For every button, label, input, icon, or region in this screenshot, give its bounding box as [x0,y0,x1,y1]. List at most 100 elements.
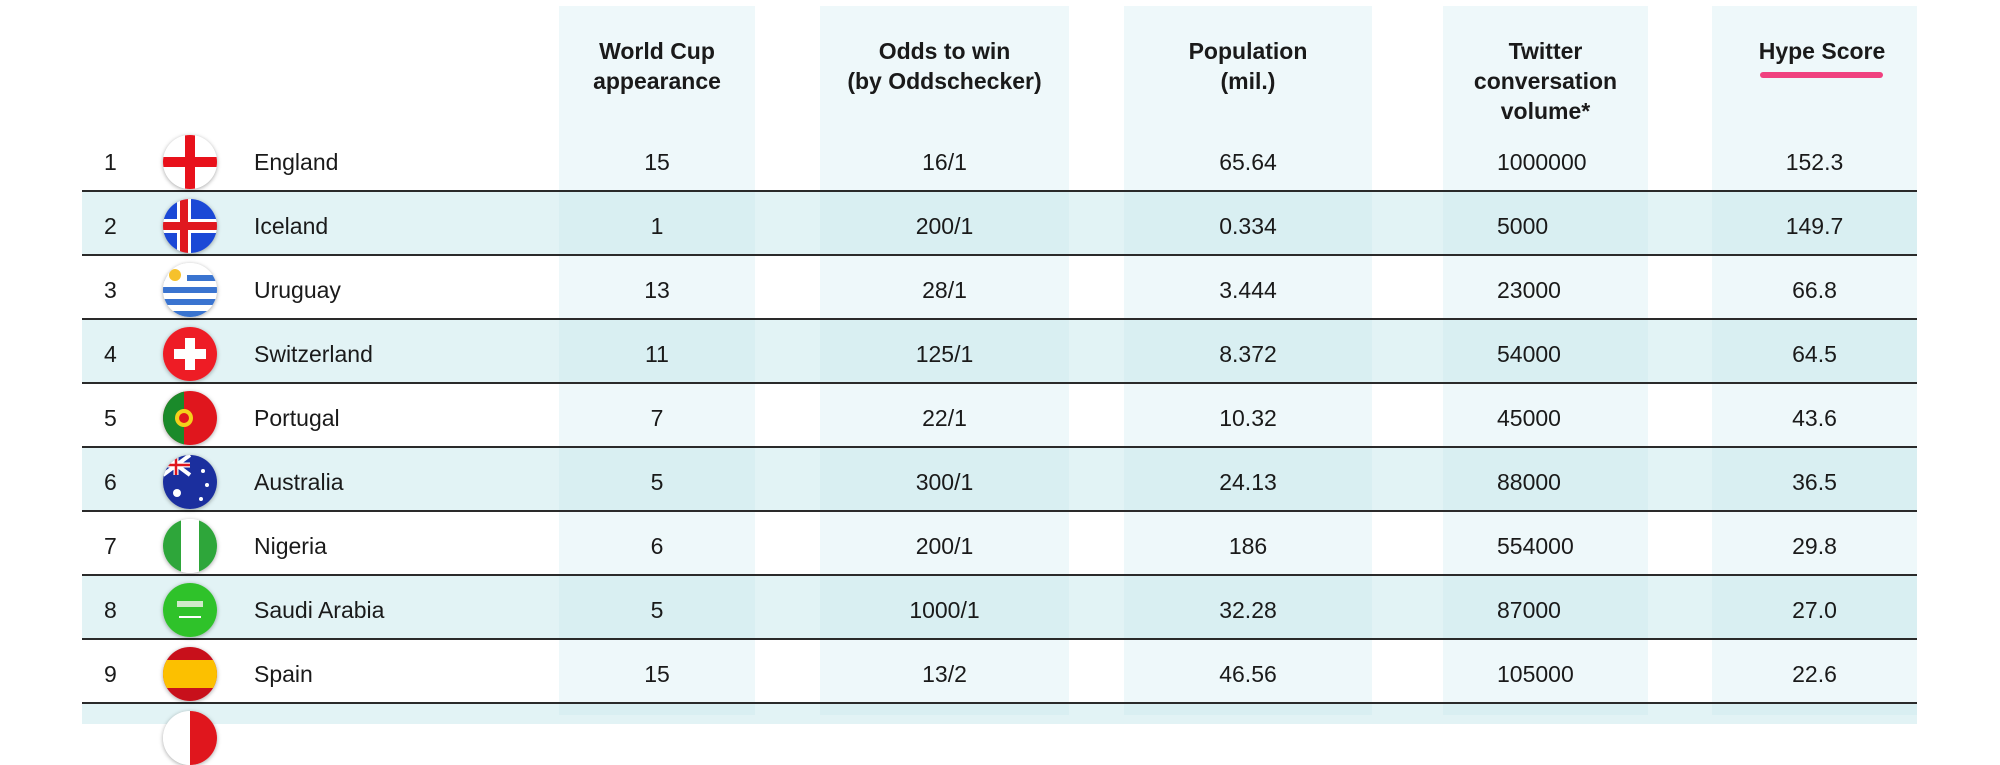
column-bg-population [1124,6,1372,715]
column-bg-odds [820,6,1069,715]
hype-value: 66.8 [1792,277,1837,303]
odds-value: 22/1 [922,405,967,431]
odds-value: 28/1 [922,277,967,303]
row-divider [82,638,1917,640]
rank: 2 [104,213,117,239]
header-line: Odds to win [878,38,1011,64]
population-value: 0.334 [1219,213,1277,239]
population-value: 24.13 [1219,469,1277,495]
row-divider [82,254,1917,256]
saudi-arabia-flag-icon [163,583,217,637]
country-name: England [254,149,339,175]
odds-value: 1000/1 [909,597,980,623]
header-line: (by Oddschecker) [847,68,1042,94]
hype-value: 149.7 [1785,213,1844,239]
odds-value: 200/1 [915,213,974,239]
row-band [82,576,1917,639]
odds-value: 300/1 [915,469,974,495]
population-value: 3.444 [1219,277,1277,303]
header-line: appearance [593,68,721,94]
header-line: World Cup [599,38,715,64]
row-band [82,192,1917,255]
header-line: (mil.) [1220,68,1276,94]
country-name: Spain [254,661,313,687]
hype-value: 27.0 [1792,597,1837,623]
appearance-value: 5 [650,597,664,623]
population-value: 8.372 [1219,341,1277,367]
population-value: 46.56 [1219,661,1277,687]
row-band [82,704,1917,724]
row-divider [82,318,1917,320]
population-value: 186 [1228,533,1268,559]
hype-value: 152.3 [1785,149,1844,175]
australia-flag-icon [163,455,217,509]
odds-value: 200/1 [915,533,974,559]
header-line: Population [1188,38,1308,64]
appearance-value: 15 [644,149,670,175]
row-band [82,448,1917,511]
rank: 3 [104,277,117,303]
rank: 5 [104,405,117,431]
country-name: Uruguay [254,277,341,303]
row-divider [82,446,1917,448]
row-divider [82,190,1917,192]
appearance-value: 11 [645,341,669,367]
row-divider [82,702,1917,704]
appearance-value: 7 [650,405,664,431]
header-line: Twitter [1508,38,1583,64]
appearance-value: 13 [644,277,670,303]
country-name: Australia [254,469,344,495]
column-bg-appearance [559,6,755,715]
twitter-value: 554000 [1497,533,1574,559]
header-line: volume* [1500,98,1591,124]
twitter-value: 23000 [1497,277,1561,303]
column-bg-twitter [1443,6,1648,715]
hype-value: 64.5 [1792,341,1837,367]
twitter-value: 105000 [1497,661,1574,687]
england-flag-icon [163,135,217,189]
appearance-value: 5 [650,469,664,495]
row-divider [82,382,1917,384]
population-value: 65.64 [1219,149,1277,175]
rank: 9 [104,661,117,687]
twitter-value: 45000 [1497,405,1561,431]
twitter-value: 87000 [1497,597,1561,623]
partial-flag-icon [163,711,217,765]
column-bg-hype [1712,6,1917,715]
appearance-value: 6 [650,533,664,559]
hype-value: 43.6 [1792,405,1837,431]
rank: 1 [104,149,117,175]
portugal-flag-icon [163,391,217,445]
uruguay-flag-icon [163,263,217,317]
odds-value: 125/1 [915,341,974,367]
rank: 8 [104,597,117,623]
rank: 7 [104,533,117,559]
country-name: Saudi Arabia [254,597,385,623]
rank: 4 [104,341,117,367]
twitter-value: 5000 [1497,213,1549,239]
header-twitter: Twitter conversation volume* [1443,36,1648,126]
country-name: Switzerland [254,341,373,367]
iceland-flag-icon [163,199,217,253]
country-name: Iceland [254,213,329,239]
odds-value: 16/1 [922,149,967,175]
nigeria-flag-icon [163,519,217,573]
population-value: 32.28 [1219,597,1277,623]
row-divider [82,574,1917,576]
population-value: 10.32 [1219,405,1277,431]
hype-underline [1760,72,1883,78]
rank: 6 [104,469,117,495]
header-line: conversation [1473,68,1618,94]
header-population: Population (mil.) [1124,36,1372,96]
header-line: Hype Score [1758,38,1886,64]
country-name: Portugal [254,405,340,431]
appearance-value: 15 [644,661,670,687]
header-odds: Odds to win (by Oddschecker) [820,36,1069,96]
header-appearance: World Cup appearance [559,36,755,96]
row-divider [82,510,1917,512]
odds-value: 13/2 [922,661,967,687]
hype-value: 36.5 [1792,469,1837,495]
row-band [82,320,1917,383]
spain-flag-icon [163,647,217,701]
hype-value: 22.6 [1792,661,1837,687]
